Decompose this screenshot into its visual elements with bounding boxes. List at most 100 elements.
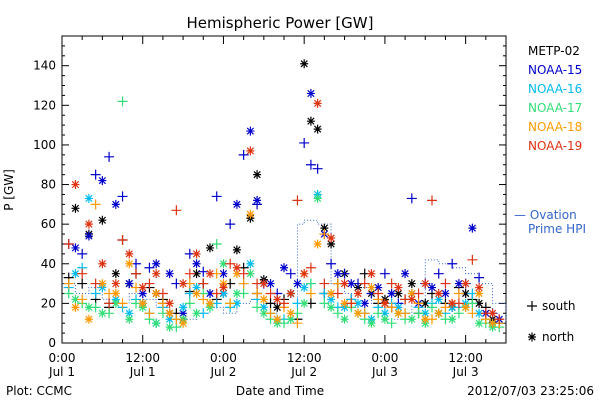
north-marker <box>367 318 376 328</box>
south-marker <box>386 302 397 313</box>
north-marker <box>407 314 416 324</box>
north-marker <box>380 298 389 308</box>
north-marker <box>125 249 134 259</box>
north-marker <box>259 302 268 312</box>
north-marker <box>354 308 362 318</box>
north-marker <box>347 279 356 289</box>
north-marker <box>259 294 268 304</box>
plot-timestamp: 2012/07/03 23:25:06 <box>467 384 594 398</box>
south-marker <box>77 278 88 289</box>
south-marker <box>467 308 478 319</box>
north-marker <box>266 279 275 289</box>
north-marker <box>340 279 349 289</box>
north-marker <box>434 308 443 318</box>
south-marker <box>453 308 464 319</box>
north-marker <box>313 239 322 249</box>
north-marker <box>206 243 214 253</box>
north-marker <box>232 288 241 298</box>
south-marker <box>379 268 390 279</box>
north-marker <box>232 269 241 279</box>
north-marker <box>454 279 463 289</box>
north-marker <box>219 288 228 298</box>
north-marker <box>111 269 120 279</box>
south-marker <box>90 169 101 180</box>
north-marker <box>475 298 484 308</box>
south-marker <box>474 272 485 283</box>
north-marker <box>84 314 93 324</box>
south-marker <box>265 308 276 319</box>
north-marker <box>394 302 403 312</box>
y-tick-label: 100 <box>33 138 56 152</box>
north-marker <box>246 146 255 156</box>
north-marker <box>84 302 93 312</box>
north-marker <box>192 308 201 318</box>
north-marker <box>125 314 134 324</box>
north-marker <box>448 314 457 324</box>
north-marker <box>327 233 336 243</box>
north-marker <box>407 294 416 304</box>
south-marker <box>319 298 330 309</box>
south-marker <box>413 298 424 309</box>
south-marker <box>211 191 222 202</box>
north-marker <box>138 283 147 293</box>
south-marker <box>171 314 182 325</box>
y-tick-label: 0 <box>48 336 56 350</box>
north-marker <box>179 302 188 312</box>
north-marker <box>286 308 295 318</box>
south-marker <box>90 278 101 289</box>
legend: METP-02 NOAA-15 NOAA-16 NOAA-17 NOAA-18 NOAA-… <box>514 44 586 344</box>
y-tick-label: 40 <box>41 257 56 271</box>
south-marker <box>447 258 458 269</box>
south-marker <box>252 288 263 299</box>
south-marker <box>406 193 417 204</box>
ovation-prime-hpi-line <box>62 219 507 324</box>
south-marker <box>77 268 88 279</box>
x-tick-time-label: 12:00 <box>287 351 322 365</box>
north-marker <box>152 318 161 328</box>
north-marker <box>246 126 255 136</box>
north-marker <box>327 302 336 312</box>
y-axis-label: P [GW] <box>2 169 16 211</box>
south-marker <box>292 318 303 329</box>
south-marker <box>305 288 316 299</box>
north-marker <box>340 314 349 324</box>
south-marker <box>104 151 115 162</box>
data-markers <box>63 59 505 333</box>
north-marker <box>286 288 295 298</box>
north-marker <box>179 308 188 318</box>
north-marker <box>232 245 241 255</box>
north-marker <box>300 298 309 308</box>
x-tick-date-label: Jul 2 <box>209 365 236 379</box>
north-marker <box>300 59 309 69</box>
north-marker <box>152 259 161 269</box>
south-marker <box>238 149 249 160</box>
x-tick-time-label: 12:00 <box>125 351 160 365</box>
north-marker <box>306 116 315 126</box>
north-marker <box>125 308 134 318</box>
north-marker <box>394 288 403 298</box>
south-marker <box>359 278 370 289</box>
legend-entry: NOAA-16 <box>528 82 582 96</box>
north-marker <box>421 298 430 308</box>
legend-marker-label: south <box>542 299 576 313</box>
north-marker <box>421 314 430 324</box>
north-marker <box>394 283 403 293</box>
north-marker <box>206 288 214 298</box>
north-marker <box>441 288 450 298</box>
north-marker <box>138 288 147 298</box>
south-marker <box>332 308 343 319</box>
south-marker <box>144 308 155 319</box>
north-marker <box>327 288 336 298</box>
south-marker <box>319 229 330 240</box>
north-marker <box>333 269 342 279</box>
north-marker <box>253 195 262 205</box>
south-marker <box>427 302 437 313</box>
south-marker <box>413 308 424 319</box>
x-tick-time-label: 0:00 <box>210 351 237 365</box>
south-marker <box>90 199 101 210</box>
south-marker <box>144 278 155 289</box>
south-marker <box>265 298 276 309</box>
south-marker <box>373 308 384 319</box>
south-marker <box>467 254 478 265</box>
